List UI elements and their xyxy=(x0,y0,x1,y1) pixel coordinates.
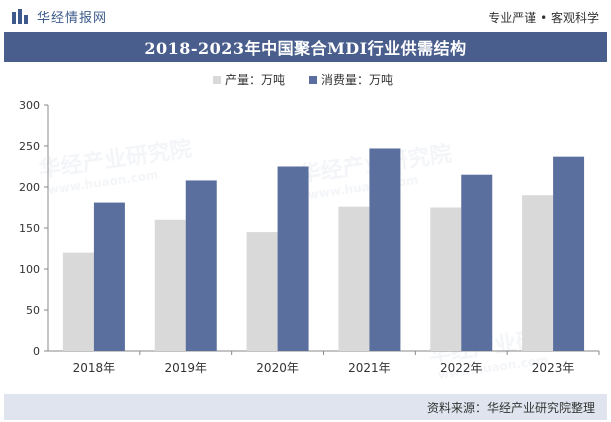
x-tick-label: 2019年 xyxy=(164,361,207,375)
bar-consumption xyxy=(93,202,125,351)
top-header: 华经情报网 专业严谨 • 客观科学 xyxy=(0,0,611,32)
bar-consumption xyxy=(369,148,401,351)
x-tick-label: 2022年 xyxy=(440,361,483,375)
y-tick-label: 0 xyxy=(33,345,40,358)
bar-production xyxy=(430,207,462,351)
brand-name: 华经情报网 xyxy=(37,11,108,26)
bar-consumption xyxy=(553,156,585,351)
y-tick-label: 50 xyxy=(26,304,40,317)
legend-label-1: 产量：万吨 xyxy=(225,73,285,87)
x-tick-label: 2018年 xyxy=(73,361,116,375)
legend-swatch-1 xyxy=(213,76,221,84)
source-note: 资料来源：华经产业研究院整理 xyxy=(426,400,595,415)
x-tick-label: 2021年 xyxy=(348,361,391,375)
chart: 华经产业研究院www.huaon.com华经产业研究院www.huaon.com… xyxy=(19,73,600,382)
y-tick-label: 200 xyxy=(19,181,40,194)
y-tick-label: 300 xyxy=(19,99,40,112)
tagline: 专业严谨 • 客观科学 xyxy=(488,11,599,25)
bar-consumption xyxy=(185,180,217,351)
bar-consumption xyxy=(277,166,309,351)
y-tick-label: 100 xyxy=(19,263,40,276)
y-tick-label: 150 xyxy=(19,222,40,235)
chart-title-bar: 2018-2023年中国聚合MDI行业供需结构 xyxy=(4,32,607,62)
bar-production xyxy=(338,206,370,351)
bar-production xyxy=(154,219,186,351)
bar-production xyxy=(522,195,554,351)
x-tick-label: 2023年 xyxy=(532,361,575,375)
bar-consumption xyxy=(461,174,493,351)
footer-bar: 资料来源：华经产业研究院整理 xyxy=(4,394,607,420)
brand: 华经情报网 xyxy=(12,7,107,26)
chart-title: 2018-2023年中国聚合MDI行业供需结构 xyxy=(144,39,467,58)
bar-logo-icon xyxy=(12,9,28,24)
bar-production xyxy=(246,232,278,351)
y-tick-label: 250 xyxy=(19,140,40,153)
legend-swatch-2 xyxy=(309,76,317,84)
bar-production xyxy=(62,252,94,351)
x-tick-label: 2020年 xyxy=(256,361,299,375)
legend-label-2: 消费量：万吨 xyxy=(321,73,393,87)
